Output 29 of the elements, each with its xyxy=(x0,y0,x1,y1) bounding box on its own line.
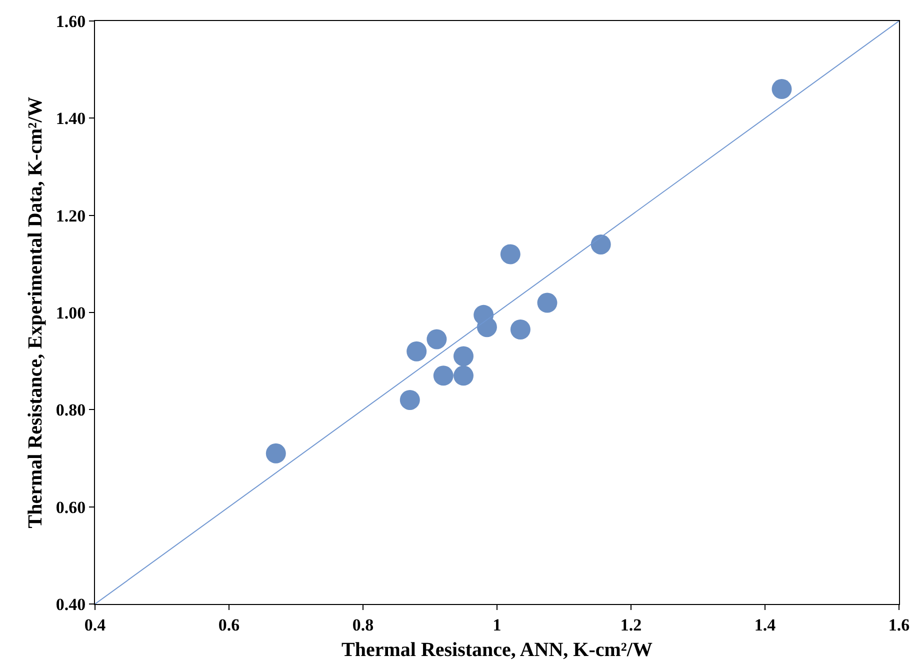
x-tick-label: 1 xyxy=(492,615,502,634)
y-tick-label: 1.40 xyxy=(56,109,86,128)
x-tick-label: 1.4 xyxy=(754,615,776,634)
point xyxy=(266,443,286,464)
point xyxy=(510,320,530,340)
y-tick-label: 0.80 xyxy=(56,400,86,420)
y-tick-label: 0.40 xyxy=(56,594,86,614)
point xyxy=(500,244,520,264)
point xyxy=(772,79,792,100)
point xyxy=(400,390,420,410)
y-tick-label: 1.60 xyxy=(56,12,86,31)
point xyxy=(406,341,427,362)
point xyxy=(537,292,558,313)
x-tick-label: 0.8 xyxy=(352,615,374,634)
point xyxy=(590,234,611,254)
point xyxy=(454,346,474,366)
point xyxy=(476,317,497,338)
x-tick-label: 0.4 xyxy=(84,615,106,634)
x-tick-label: 1.6 xyxy=(888,615,910,634)
y-tick-label: 1.20 xyxy=(56,206,86,226)
y-axis-title: Thermal Resistance, Experimental Data, K-cm²/W xyxy=(24,96,46,528)
point xyxy=(426,329,447,350)
y-tick-label: 0.60 xyxy=(56,498,86,517)
point xyxy=(454,366,474,386)
x-tick-label: 0.6 xyxy=(218,615,240,634)
x-tick-label: 1.2 xyxy=(620,615,642,634)
x-axis-title: Thermal Resistance, ANN, K-cm²/W xyxy=(342,638,652,661)
y-tick-label: 1.00 xyxy=(56,303,86,322)
point xyxy=(433,366,454,386)
